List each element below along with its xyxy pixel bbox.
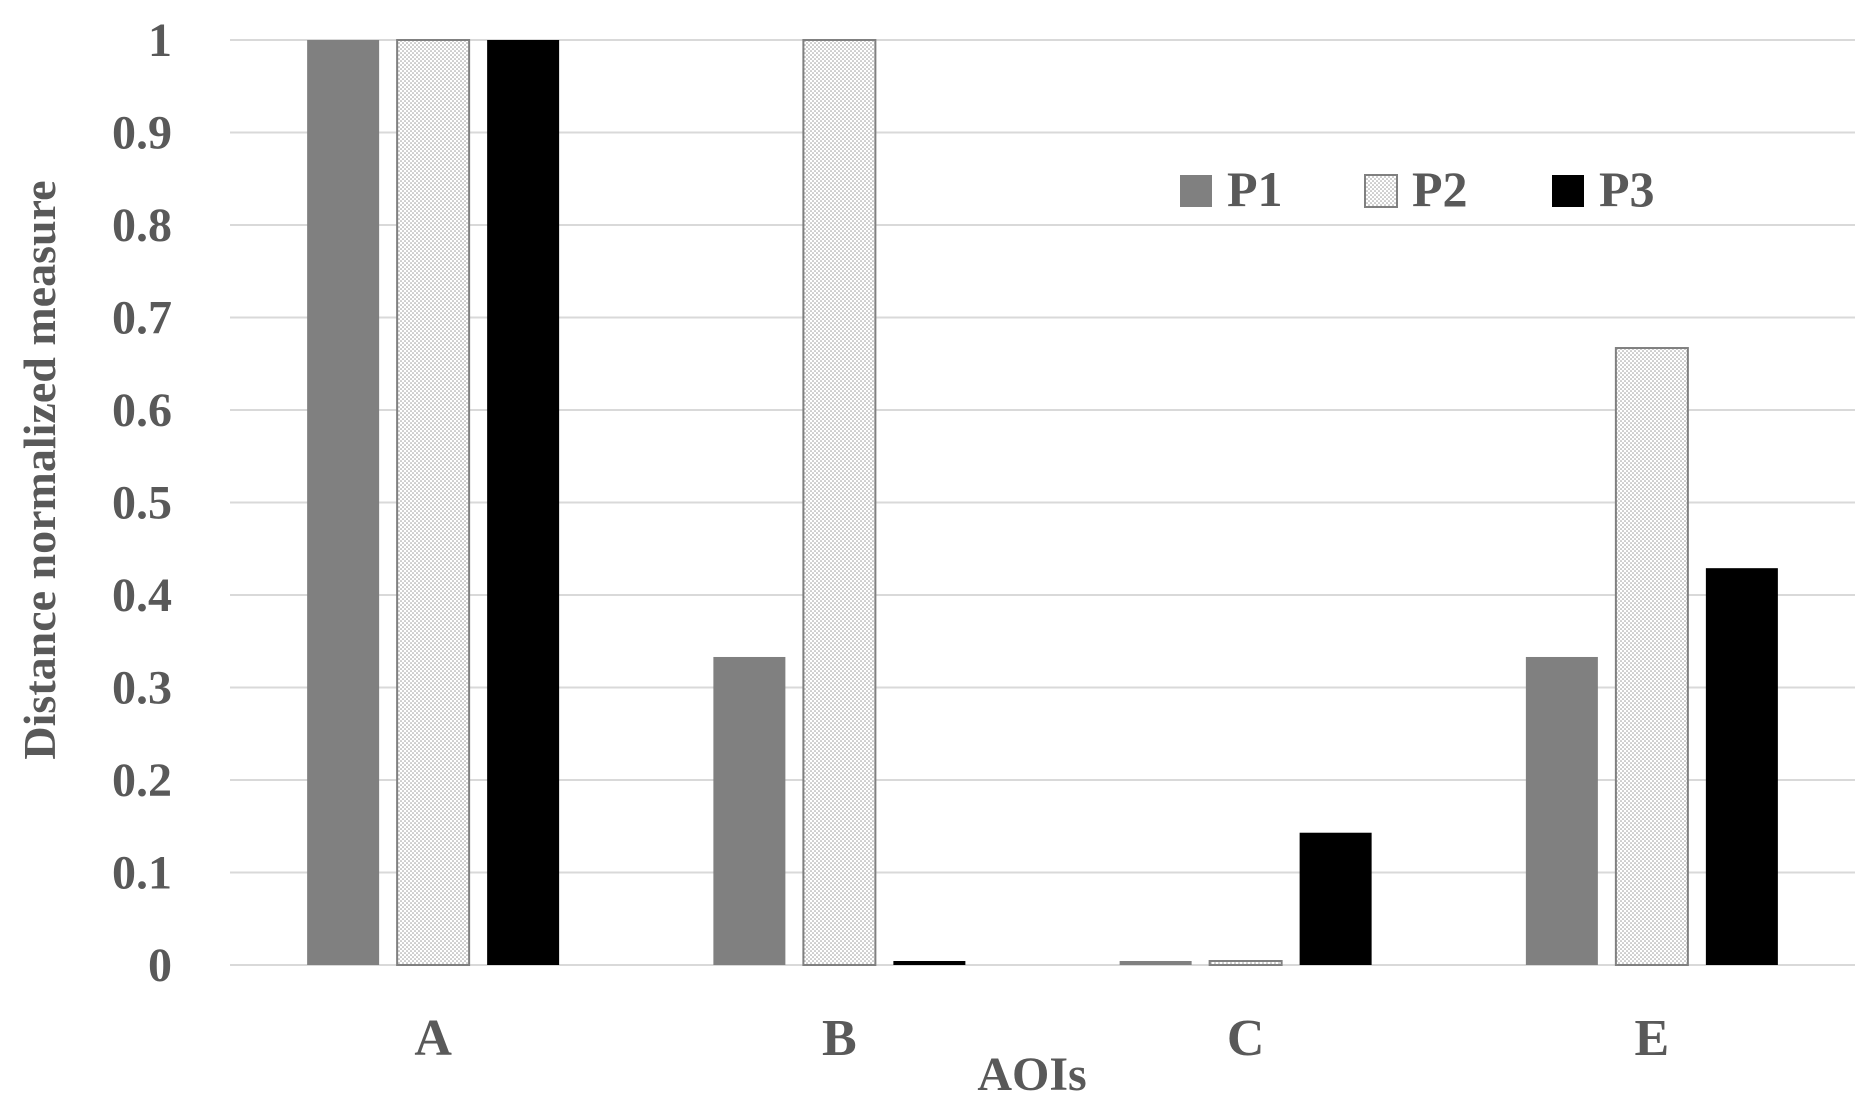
x-tick-label: A <box>414 1010 452 1067</box>
legend-swatch-p3 <box>1552 175 1584 207</box>
legend-label-p3: P3 <box>1599 161 1655 217</box>
bar-p3-b <box>893 961 966 965</box>
y-axis-ticks: 0 0.1 0.2 0.3 0.4 0.5 0.6 0.7 0.8 0.9 1 <box>112 14 172 992</box>
bar-p1-b <box>713 656 786 965</box>
x-tick-label: C <box>1227 1010 1265 1067</box>
bar-p3-e <box>1705 568 1778 965</box>
x-axis-title: AOIs <box>977 1048 1086 1101</box>
bar-p2-e <box>1614 347 1689 966</box>
bar-p2-a <box>396 39 471 966</box>
bar-p3-a <box>487 40 560 965</box>
y-tick-label: 1 <box>148 14 172 67</box>
bar-p1-e <box>1525 656 1598 965</box>
y-tick-label: 0.1 <box>112 847 172 900</box>
legend-label-p1: P1 <box>1227 161 1283 217</box>
legend-label-p2: P2 <box>1412 161 1468 217</box>
x-tick-label: E <box>1635 1010 1670 1067</box>
bar-p2-c <box>1208 960 1283 966</box>
legend: P1 P2 P3 <box>1180 161 1655 217</box>
y-tick-label: 0.7 <box>112 292 172 345</box>
bar-p1-c <box>1119 961 1192 965</box>
legend-swatch-p2 <box>1364 174 1398 208</box>
bars <box>307 39 1778 966</box>
bar-p1-a <box>307 40 380 965</box>
y-tick-label: 0.5 <box>112 477 172 530</box>
bar-p3-c <box>1299 832 1372 965</box>
y-tick-label: 0.6 <box>112 384 172 437</box>
bar-p2-b <box>802 39 877 966</box>
y-tick-label: 0 <box>148 939 172 992</box>
y-tick-label: 0.3 <box>112 662 172 715</box>
y-tick-label: 0.4 <box>112 569 172 622</box>
legend-swatch-p1 <box>1180 175 1212 207</box>
y-tick-label: 0.2 <box>112 754 172 807</box>
y-tick-label: 0.9 <box>112 107 172 160</box>
y-axis-title: Distance normalized measure <box>14 180 65 759</box>
x-tick-label: B <box>822 1010 857 1067</box>
y-tick-label: 0.8 <box>112 199 172 252</box>
